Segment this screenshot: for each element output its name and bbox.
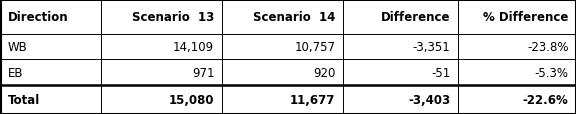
- Text: -3,403: -3,403: [408, 93, 450, 106]
- Text: -51: -51: [431, 66, 450, 79]
- Text: Direction: Direction: [7, 11, 68, 24]
- Text: 920: 920: [313, 66, 335, 79]
- Text: 15,080: 15,080: [169, 93, 214, 106]
- Text: -23.8%: -23.8%: [527, 41, 569, 53]
- Text: Total: Total: [7, 93, 40, 106]
- Text: % Difference: % Difference: [483, 11, 569, 24]
- Text: -3,351: -3,351: [412, 41, 450, 53]
- Text: 14,109: 14,109: [173, 41, 214, 53]
- Text: 10,757: 10,757: [294, 41, 335, 53]
- Text: 971: 971: [192, 66, 214, 79]
- Text: Scenario  14: Scenario 14: [253, 11, 335, 24]
- Text: WB: WB: [7, 41, 27, 53]
- Text: Difference: Difference: [381, 11, 450, 24]
- Text: -5.3%: -5.3%: [535, 66, 569, 79]
- Text: -22.6%: -22.6%: [523, 93, 569, 106]
- Text: Scenario  13: Scenario 13: [132, 11, 214, 24]
- Text: EB: EB: [7, 66, 23, 79]
- Text: 11,677: 11,677: [290, 93, 335, 106]
